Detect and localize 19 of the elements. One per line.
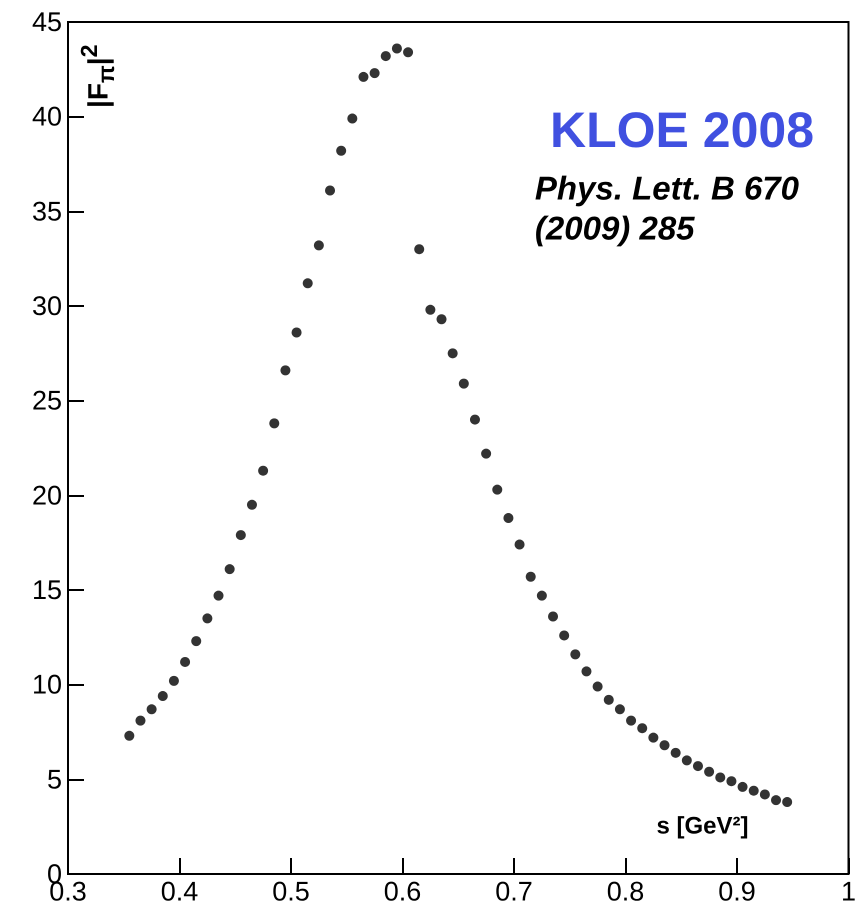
x-tick-label: 0.5	[272, 876, 310, 906]
y-tick-label: 30	[32, 291, 62, 321]
y-tick-label: 45	[32, 7, 62, 37]
y-tick-label: 15	[32, 575, 62, 605]
x-tick-label: 0.6	[384, 876, 422, 906]
x-tick-label: 0.9	[718, 876, 756, 906]
y-tick-label: 20	[32, 480, 62, 510]
y-tick-label: 25	[32, 386, 62, 416]
x-tick-label: 1	[840, 876, 856, 906]
x-tick-label: 0.7	[495, 876, 533, 906]
annotation: Phys. Lett. B 670 (2009) 285	[534, 170, 800, 246]
x-tick-label: 0.4	[160, 876, 198, 906]
y-tick-label: 10	[32, 670, 62, 700]
x-axis-title: s [GeV²]	[656, 812, 748, 840]
y-tick-label: 5	[46, 764, 62, 794]
y-tick-label: 40	[32, 102, 62, 132]
x-tick-label: 0.8	[606, 876, 644, 906]
y-tick-label: 35	[32, 196, 62, 226]
text: KLOE 2008	[550, 102, 814, 158]
